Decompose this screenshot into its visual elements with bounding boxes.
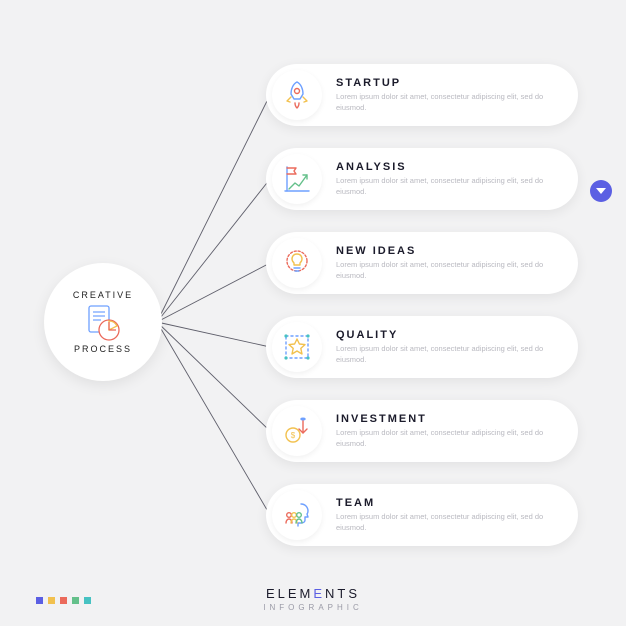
footer-brand: ELEMENTS INFOGRAPHIC bbox=[0, 586, 626, 612]
coin-down-icon: $ bbox=[272, 406, 322, 456]
brand-line-2: INFOGRAPHIC bbox=[0, 603, 626, 612]
hub-icon bbox=[81, 304, 125, 342]
pill-text: INVESTMENT Lorem ipsum dolor sit amet, c… bbox=[336, 413, 562, 448]
pill-title: INVESTMENT bbox=[336, 413, 562, 425]
brain-bulb-icon bbox=[272, 238, 322, 288]
brand-line-1: ELEMENTS bbox=[0, 586, 626, 601]
pill-title: QUALITY bbox=[336, 329, 562, 341]
hub-label-top: CREATIVE bbox=[73, 290, 133, 300]
svg-text:$: $ bbox=[291, 431, 296, 440]
pill-body: Lorem ipsum dolor sit amet, consectetur … bbox=[336, 176, 562, 196]
hub-circle: CREATIVE PROCESS bbox=[44, 263, 162, 381]
pill-new-ideas: NEW IDEAS Lorem ipsum dolor sit amet, co… bbox=[266, 232, 578, 294]
pill-body: Lorem ipsum dolor sit amet, consectetur … bbox=[336, 428, 562, 448]
pill-text: STARTUP Lorem ipsum dolor sit amet, cons… bbox=[336, 77, 562, 112]
team-head-icon bbox=[272, 490, 322, 540]
pill-body: Lorem ipsum dolor sit amet, consectetur … bbox=[336, 512, 562, 532]
pill-body: Lorem ipsum dolor sit amet, consectetur … bbox=[336, 344, 562, 364]
pill-startup: STARTUP Lorem ipsum dolor sit amet, cons… bbox=[266, 64, 578, 126]
pill-team: TEAM Lorem ipsum dolor sit amet, consect… bbox=[266, 484, 578, 546]
pill-quality: QUALITY Lorem ipsum dolor sit amet, cons… bbox=[266, 316, 578, 378]
next-button[interactable] bbox=[590, 180, 612, 202]
pill-investment: $ INVESTMENT Lorem ipsum dolor sit amet,… bbox=[266, 400, 578, 462]
pill-title: ANALYSIS bbox=[336, 161, 562, 173]
hub-label-bottom: PROCESS bbox=[74, 344, 132, 354]
infographic-stage: CREATIVE PROCESS STARTUP Lorem ipsum dol… bbox=[0, 0, 626, 626]
flag-chart-icon bbox=[272, 154, 322, 204]
rocket-icon bbox=[272, 70, 322, 120]
brand-part-2: NTS bbox=[325, 586, 360, 601]
pill-body: Lorem ipsum dolor sit amet, consectetur … bbox=[336, 260, 562, 280]
pill-title: NEW IDEAS bbox=[336, 245, 562, 257]
brand-part-1: ELEM bbox=[266, 586, 313, 601]
pill-title: STARTUP bbox=[336, 77, 562, 89]
pill-text: TEAM Lorem ipsum dolor sit amet, consect… bbox=[336, 497, 562, 532]
pill-text: QUALITY Lorem ipsum dolor sit amet, cons… bbox=[336, 329, 562, 364]
pill-text: NEW IDEAS Lorem ipsum dolor sit amet, co… bbox=[336, 245, 562, 280]
pill-analysis: ANALYSIS Lorem ipsum dolor sit amet, con… bbox=[266, 148, 578, 210]
pill-body: Lorem ipsum dolor sit amet, consectetur … bbox=[336, 92, 562, 112]
brand-accent: E bbox=[313, 586, 325, 601]
star-dots-icon bbox=[272, 322, 322, 372]
pill-title: TEAM bbox=[336, 497, 562, 509]
pill-text: ANALYSIS Lorem ipsum dolor sit amet, con… bbox=[336, 161, 562, 196]
